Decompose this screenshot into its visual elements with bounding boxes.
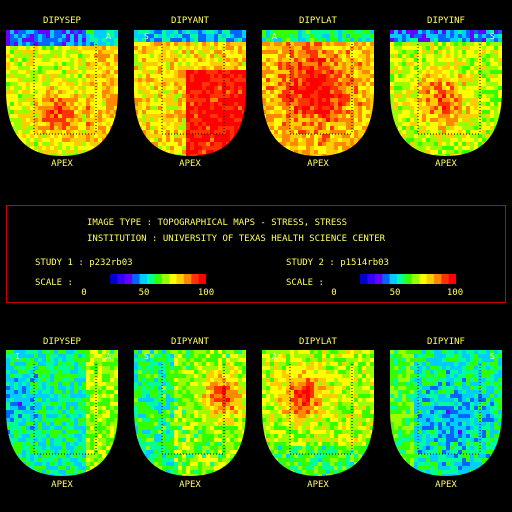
polar-map-rest-ant — [134, 350, 246, 476]
study2-label: STUDY 2 — [286, 258, 324, 268]
study-info-box: IMAGE TYPE : TOPOGRAPHICAL MAPS - STRESS… — [6, 205, 506, 303]
orientation-label: S — [144, 32, 149, 41]
image-type-value: TOPOGRAPHICAL MAPS - STRESS, STRESS — [157, 218, 348, 228]
orientation-label: A — [272, 352, 277, 361]
study1-scale-tick-100: 100 — [197, 288, 215, 298]
image-type-label: IMAGE TYPE — [87, 218, 142, 228]
orientation-label: S — [490, 352, 495, 361]
apex-label: APEX — [307, 480, 329, 490]
panel-title: DIPYLAT — [299, 16, 337, 26]
institution-value: UNIVERSITY OF TEXAS HEALTH SCIENCE CENTE… — [162, 234, 386, 244]
orientation-label: S — [490, 32, 495, 41]
study1-label: STUDY 1 — [35, 258, 73, 268]
study2-value: p1514rb03 — [340, 258, 389, 268]
polar-map-rest-sep — [6, 350, 118, 476]
panel-title: DIPYSEP — [43, 16, 81, 26]
apex-label: APEX — [51, 480, 73, 490]
image-type-line: IMAGE TYPE : TOPOGRAPHICAL MAPS - STRESS… — [87, 218, 348, 228]
panel-title: DIPYANT — [171, 16, 209, 26]
study2-scale-tick-100: 100 — [446, 288, 464, 298]
institution-label: INSTITUTION — [87, 234, 147, 244]
apex-label: APEX — [435, 159, 457, 169]
polar-map-stress-ant — [134, 30, 246, 156]
study1-scale-text: SCALE — [35, 278, 63, 288]
orientation-label: A — [106, 32, 111, 41]
apex-label: APEX — [179, 159, 201, 169]
apex-label: APEX — [307, 159, 329, 169]
study1-color-scale — [110, 274, 206, 284]
study2-scale-tick-50: 50 — [389, 288, 401, 298]
study1-value: p232rb03 — [89, 258, 133, 268]
polar-map-stress-sep — [6, 30, 118, 156]
panel-title: DIPYINF — [427, 16, 465, 26]
polar-map-rest-lat — [262, 350, 374, 476]
apex-label: APEX — [435, 480, 457, 490]
polar-map-stress-lat — [262, 30, 374, 156]
study1-line: STUDY 1 : p232rb03 — [35, 258, 133, 268]
study2-scale-text: SCALE — [286, 278, 314, 288]
panel-title: DIPYINF — [427, 337, 465, 347]
institution-line: INSTITUTION : UNIVERSITY OF TEXAS HEALTH… — [87, 234, 386, 244]
panel-title: DIPYLAT — [299, 337, 337, 347]
study1-scale-tick-0: 0 — [81, 288, 87, 298]
apex-label: APEX — [51, 159, 73, 169]
orientation-label: I — [15, 352, 20, 361]
polar-map-stress-inf — [390, 30, 502, 156]
orientation-label: A — [272, 32, 277, 41]
panel-title: DIPYSEP — [43, 337, 81, 347]
study1-scale-tick-50: 50 — [138, 288, 150, 298]
study2-scale-label: SCALE : — [286, 278, 324, 288]
polar-map-rest-inf — [390, 350, 502, 476]
study1-scale-label: SCALE : — [35, 278, 73, 288]
study2-scale-tick-0: 0 — [331, 288, 337, 298]
study2-line: STUDY 2 : p1514rb03 — [286, 258, 389, 268]
orientation-label: A — [106, 352, 111, 361]
study2-color-scale — [360, 274, 456, 284]
orientation-label: S — [144, 352, 149, 361]
apex-label: APEX — [179, 480, 201, 490]
panel-title: DIPYANT — [171, 337, 209, 347]
